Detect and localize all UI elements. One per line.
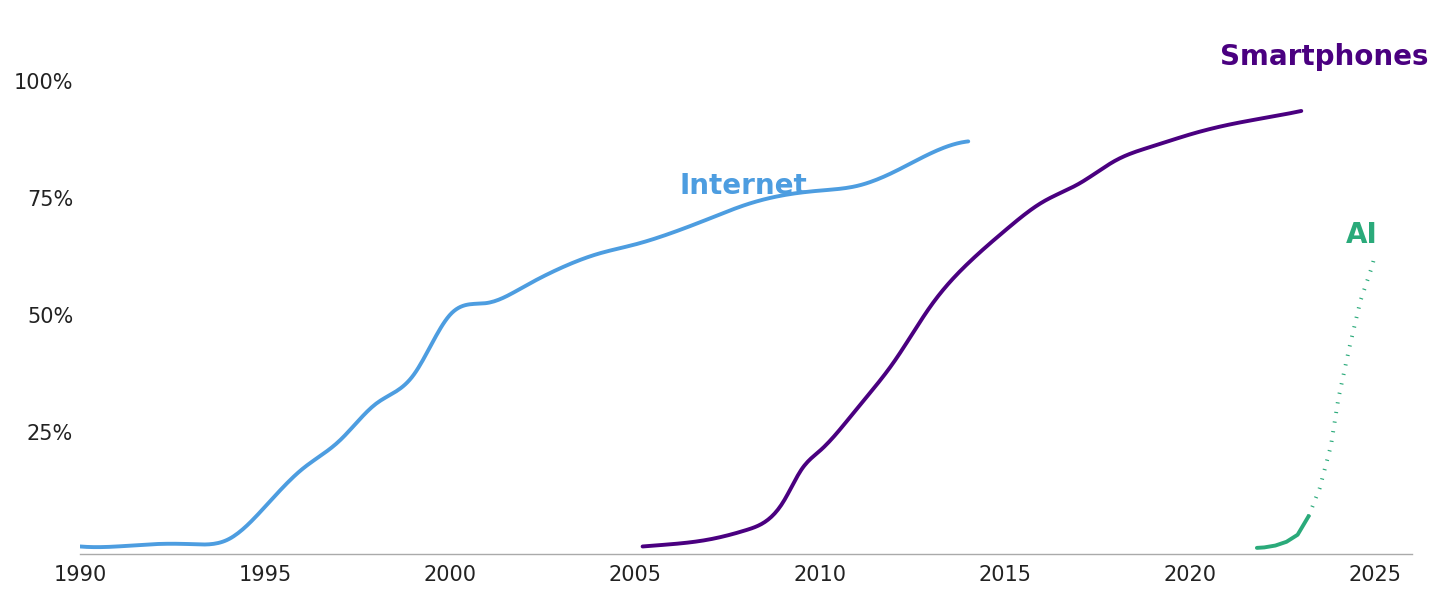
Text: Smartphones: Smartphones	[1220, 43, 1428, 71]
Text: AI: AI	[1345, 221, 1377, 249]
Text: Internet: Internet	[680, 172, 807, 200]
